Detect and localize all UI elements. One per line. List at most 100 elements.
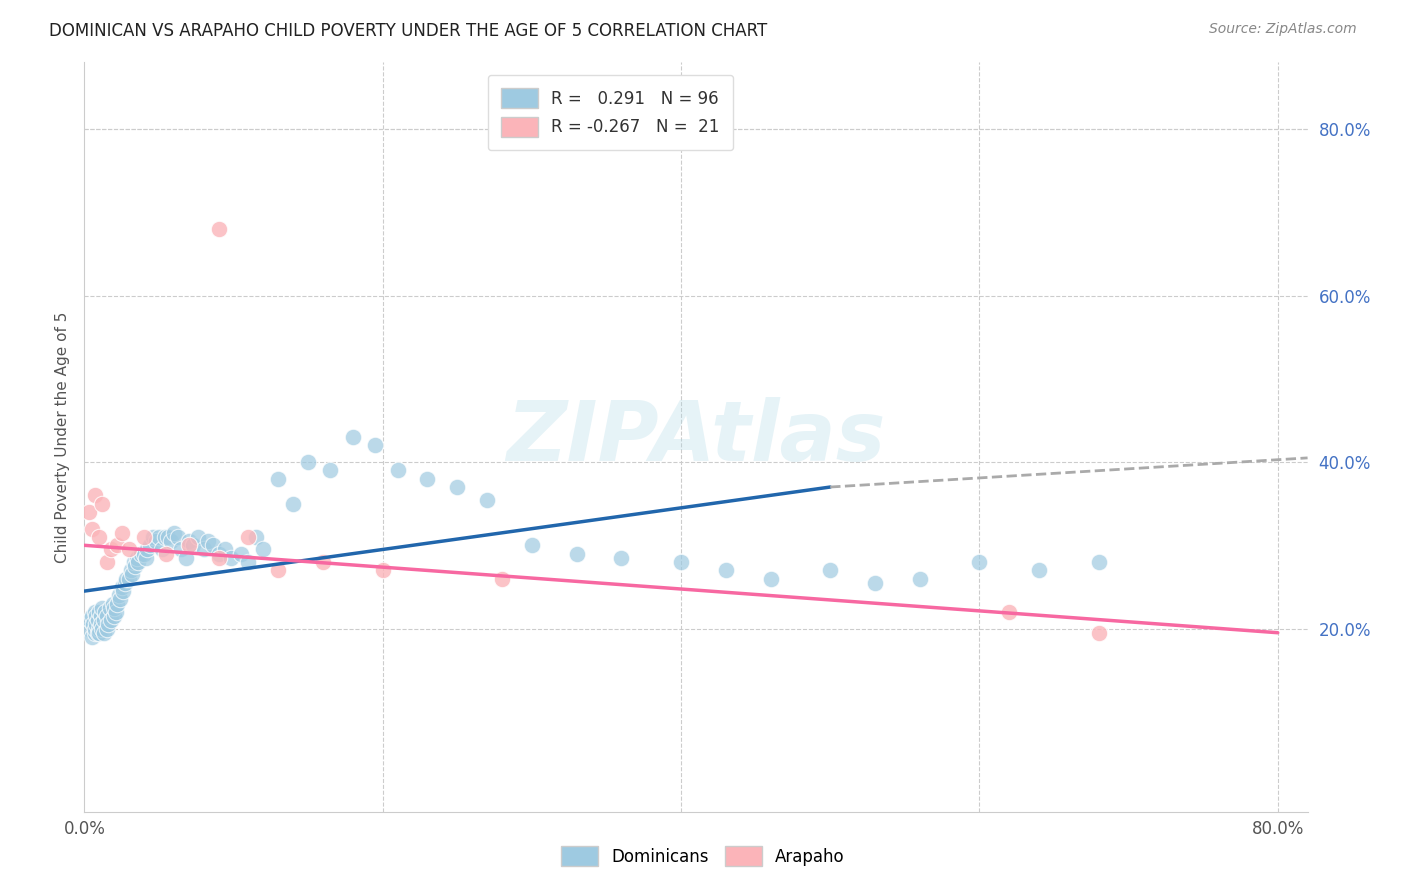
- Point: [82, 617, 104, 632]
- Point: [998, 605, 1021, 619]
- Legend: R =   0.291   N = 96, R = -0.267   N =  21: R = 0.291 N = 96, R = -0.267 N = 21: [488, 75, 733, 150]
- Point: [520, 538, 543, 552]
- Point: [111, 580, 134, 594]
- Point: [115, 572, 138, 586]
- Point: [96, 622, 118, 636]
- Point: [312, 555, 335, 569]
- Point: [98, 600, 121, 615]
- Point: [187, 530, 209, 544]
- Point: [229, 547, 252, 561]
- Point: [1087, 555, 1109, 569]
- Point: [114, 575, 136, 590]
- Point: [207, 550, 229, 565]
- Point: [177, 538, 200, 552]
- Point: [77, 622, 100, 636]
- Point: [93, 625, 115, 640]
- Point: [89, 530, 111, 544]
- Point: [104, 605, 127, 619]
- Point: [201, 538, 224, 552]
- Point: [77, 505, 100, 519]
- Point: [103, 600, 125, 615]
- Point: [177, 534, 200, 549]
- Point: [87, 625, 110, 640]
- Point: [135, 550, 157, 565]
- Point: [759, 572, 782, 586]
- Point: [105, 597, 128, 611]
- Point: [83, 488, 105, 502]
- Point: [267, 472, 290, 486]
- Point: [197, 534, 219, 549]
- Point: [132, 547, 155, 561]
- Point: [1028, 563, 1050, 577]
- Point: [160, 534, 183, 549]
- Point: [83, 605, 105, 619]
- Point: [127, 555, 149, 569]
- Point: [122, 555, 145, 569]
- Point: [364, 438, 387, 452]
- Point: [387, 463, 409, 477]
- Point: [669, 555, 692, 569]
- Text: ZIPAtlas: ZIPAtlas: [506, 397, 886, 477]
- Point: [103, 609, 125, 624]
- Point: [79, 613, 101, 627]
- Point: [207, 547, 229, 561]
- Point: [83, 625, 105, 640]
- Point: [97, 617, 120, 632]
- Point: [139, 538, 162, 552]
- Point: [245, 530, 267, 544]
- Point: [96, 555, 118, 569]
- Point: [252, 542, 274, 557]
- Point: [863, 575, 886, 590]
- Point: [174, 550, 197, 565]
- Point: [112, 584, 135, 599]
- Point: [96, 609, 118, 624]
- Point: [80, 522, 103, 536]
- Point: [90, 617, 112, 632]
- Point: [124, 559, 146, 574]
- Point: [1087, 625, 1109, 640]
- Point: [142, 530, 165, 544]
- Point: [145, 534, 167, 549]
- Point: [90, 609, 112, 624]
- Point: [89, 622, 111, 636]
- Point: [89, 625, 111, 640]
- Point: [714, 563, 737, 577]
- Point: [170, 542, 193, 557]
- Point: [342, 430, 364, 444]
- Text: Source: ZipAtlas.com: Source: ZipAtlas.com: [1209, 22, 1357, 37]
- Point: [153, 530, 176, 544]
- Point: [100, 613, 122, 627]
- Point: [214, 542, 236, 557]
- Point: [121, 567, 143, 582]
- Point: [108, 592, 131, 607]
- Point: [491, 572, 513, 586]
- Point: [319, 463, 342, 477]
- Point: [238, 555, 260, 569]
- Point: [83, 622, 105, 636]
- Point: [136, 542, 159, 557]
- Point: [969, 555, 991, 569]
- Legend: Dominicans, Arapaho: Dominicans, Arapaho: [554, 839, 852, 873]
- Point: [297, 455, 319, 469]
- Point: [93, 613, 115, 627]
- Point: [283, 497, 305, 511]
- Point: [219, 550, 242, 565]
- Point: [148, 530, 170, 544]
- Point: [155, 547, 177, 561]
- Point: [238, 530, 260, 544]
- Point: [818, 563, 841, 577]
- Point: [80, 609, 103, 624]
- Point: [118, 542, 141, 557]
- Point: [193, 542, 215, 557]
- Point: [105, 538, 128, 552]
- Point: [371, 563, 394, 577]
- Point: [91, 497, 114, 511]
- Point: [100, 542, 122, 557]
- Point: [80, 630, 103, 644]
- Point: [267, 563, 290, 577]
- Point: [565, 547, 588, 561]
- Point: [91, 622, 114, 636]
- Point: [475, 492, 498, 507]
- Point: [111, 525, 134, 540]
- Point: [181, 538, 204, 552]
